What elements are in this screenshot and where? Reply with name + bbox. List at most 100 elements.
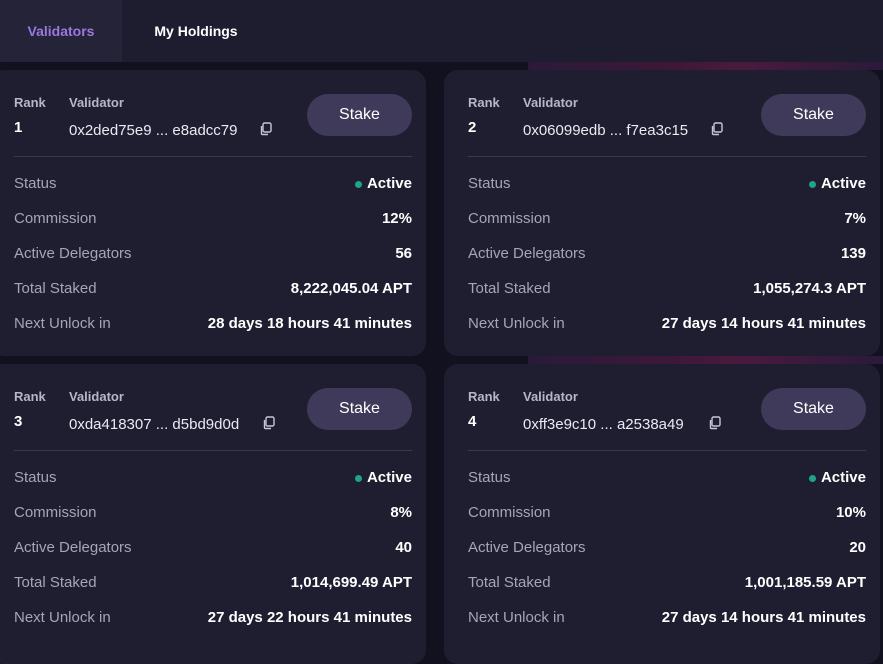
next-unlock-row: Next Unlock in 27 days 22 hours 41 minut… (14, 607, 412, 627)
next-unlock-row: Next Unlock in 28 days 18 hours 41 minut… (14, 313, 412, 333)
next-unlock-value: 27 days 14 hours 41 minutes (661, 314, 866, 332)
commission-row: Commission 10% (468, 502, 866, 522)
status-row: Status Active (14, 467, 412, 487)
total-staked-label: Total Staked (14, 573, 97, 591)
commission-label: Commission (468, 503, 551, 521)
status-text: Active (820, 468, 866, 486)
status-row: Status Active (14, 173, 412, 193)
validator-address: 0xda418307 ... d5bd9d0d (69, 416, 240, 433)
rank-label: Rank (468, 95, 500, 110)
validator-card: Rank 2 Validator 0x06099edb ... f7ea3c15… (444, 70, 880, 356)
total-staked-label: Total Staked (14, 279, 97, 297)
active-delegators-label: Active Delegators (14, 538, 132, 556)
background-decoration (528, 356, 883, 364)
stake-button[interactable]: Stake (307, 388, 412, 430)
rank-label: Rank (468, 389, 500, 404)
status-dot-icon (354, 180, 362, 188)
active-delegators-value: 56 (395, 244, 412, 262)
active-delegators-label: Active Delegators (468, 538, 586, 556)
validator-card: Rank 1 Validator 0x2ded75e9 ... e8adcc79… (0, 70, 426, 356)
status-dot-icon (354, 474, 362, 482)
validator-label: Validator (523, 95, 578, 110)
total-staked-row: Total Staked 1,001,185.59 APT (468, 572, 866, 592)
status-value: Active (808, 468, 866, 486)
active-delegators-value: 40 (395, 538, 412, 556)
active-delegators-row: Active Delegators 56 (14, 243, 412, 263)
status-label: Status (468, 468, 511, 486)
tab-validators[interactable]: Validators (0, 0, 122, 62)
commission-value: 10% (835, 503, 866, 521)
stake-button[interactable]: Stake (761, 94, 866, 136)
validator-card: Rank 4 Validator 0xff3e9c10 ... a2538a49… (444, 364, 880, 664)
commission-value: 7% (844, 209, 866, 227)
total-staked-label: Total Staked (468, 573, 551, 591)
commission-value: 8% (390, 503, 412, 521)
status-label: Status (468, 174, 511, 192)
status-label: Status (14, 468, 57, 486)
status-row: Status Active (468, 467, 866, 487)
divider (14, 450, 412, 451)
rank-value: 4 (468, 413, 477, 430)
status-label: Status (14, 174, 57, 192)
commission-row: Commission 8% (14, 502, 412, 522)
divider (14, 156, 412, 157)
commission-row: Commission 7% (468, 208, 866, 228)
next-unlock-value: 27 days 22 hours 41 minutes (207, 608, 412, 626)
copy-icon[interactable] (259, 122, 273, 136)
divider (468, 156, 866, 157)
next-unlock-label: Next Unlock in (14, 314, 111, 332)
next-unlock-value: 27 days 14 hours 41 minutes (661, 608, 866, 626)
rank-value: 1 (14, 119, 23, 136)
status-value: Active (354, 174, 412, 192)
next-unlock-value: 28 days 18 hours 41 minutes (207, 314, 412, 332)
next-unlock-label: Next Unlock in (468, 608, 565, 626)
copy-icon[interactable] (708, 416, 722, 430)
stake-button[interactable]: Stake (307, 94, 412, 136)
next-unlock-row: Next Unlock in 27 days 14 hours 41 minut… (468, 607, 866, 627)
next-unlock-label: Next Unlock in (468, 314, 565, 332)
divider (468, 450, 866, 451)
total-staked-row: Total Staked 8,222,045.04 APT (14, 278, 412, 298)
active-delegators-row: Active Delegators 20 (468, 537, 866, 557)
total-staked-value: 1,014,699.49 APT (290, 573, 412, 591)
rank-value: 2 (468, 119, 477, 136)
total-staked-value: 1,055,274.3 APT (753, 279, 866, 297)
total-staked-label: Total Staked (468, 279, 551, 297)
copy-icon[interactable] (262, 416, 276, 430)
validator-card: Rank 3 Validator 0xda418307 ... d5bd9d0d… (0, 364, 426, 664)
rank-value: 3 (14, 413, 23, 430)
commission-value: 12% (381, 209, 412, 227)
total-staked-row: Total Staked 1,055,274.3 APT (468, 278, 866, 298)
status-text: Active (366, 174, 412, 192)
status-text: Active (820, 174, 866, 192)
status-dot-icon (808, 474, 816, 482)
active-delegators-row: Active Delegators 139 (468, 243, 866, 263)
validator-address: 0x2ded75e9 ... e8adcc79 (69, 122, 238, 139)
active-delegators-value: 20 (849, 538, 866, 556)
status-row: Status Active (468, 173, 866, 193)
commission-label: Commission (14, 209, 97, 227)
status-text: Active (366, 468, 412, 486)
tab-my-holdings[interactable]: My Holdings (154, 23, 238, 39)
copy-icon[interactable] (710, 122, 724, 136)
total-staked-value: 1,001,185.59 APT (744, 573, 866, 591)
active-delegators-label: Active Delegators (14, 244, 132, 262)
validator-address: 0x06099edb ... f7ea3c15 (523, 122, 689, 139)
status-value: Active (354, 468, 412, 486)
next-unlock-label: Next Unlock in (14, 608, 111, 626)
rank-label: Rank (14, 389, 46, 404)
status-value: Active (808, 174, 866, 192)
validator-label: Validator (69, 95, 124, 110)
next-unlock-row: Next Unlock in 27 days 14 hours 41 minut… (468, 313, 866, 333)
validator-label: Validator (69, 389, 124, 404)
active-delegators-row: Active Delegators 40 (14, 537, 412, 557)
rank-label: Rank (14, 95, 46, 110)
tab-bar: Validators My Holdings (0, 0, 883, 62)
total-staked-value: 8,222,045.04 APT (290, 279, 412, 297)
status-dot-icon (808, 180, 816, 188)
commission-row: Commission 12% (14, 208, 412, 228)
total-staked-row: Total Staked 1,014,699.49 APT (14, 572, 412, 592)
commission-label: Commission (14, 503, 97, 521)
stake-button[interactable]: Stake (761, 388, 866, 430)
background-decoration (528, 62, 883, 70)
